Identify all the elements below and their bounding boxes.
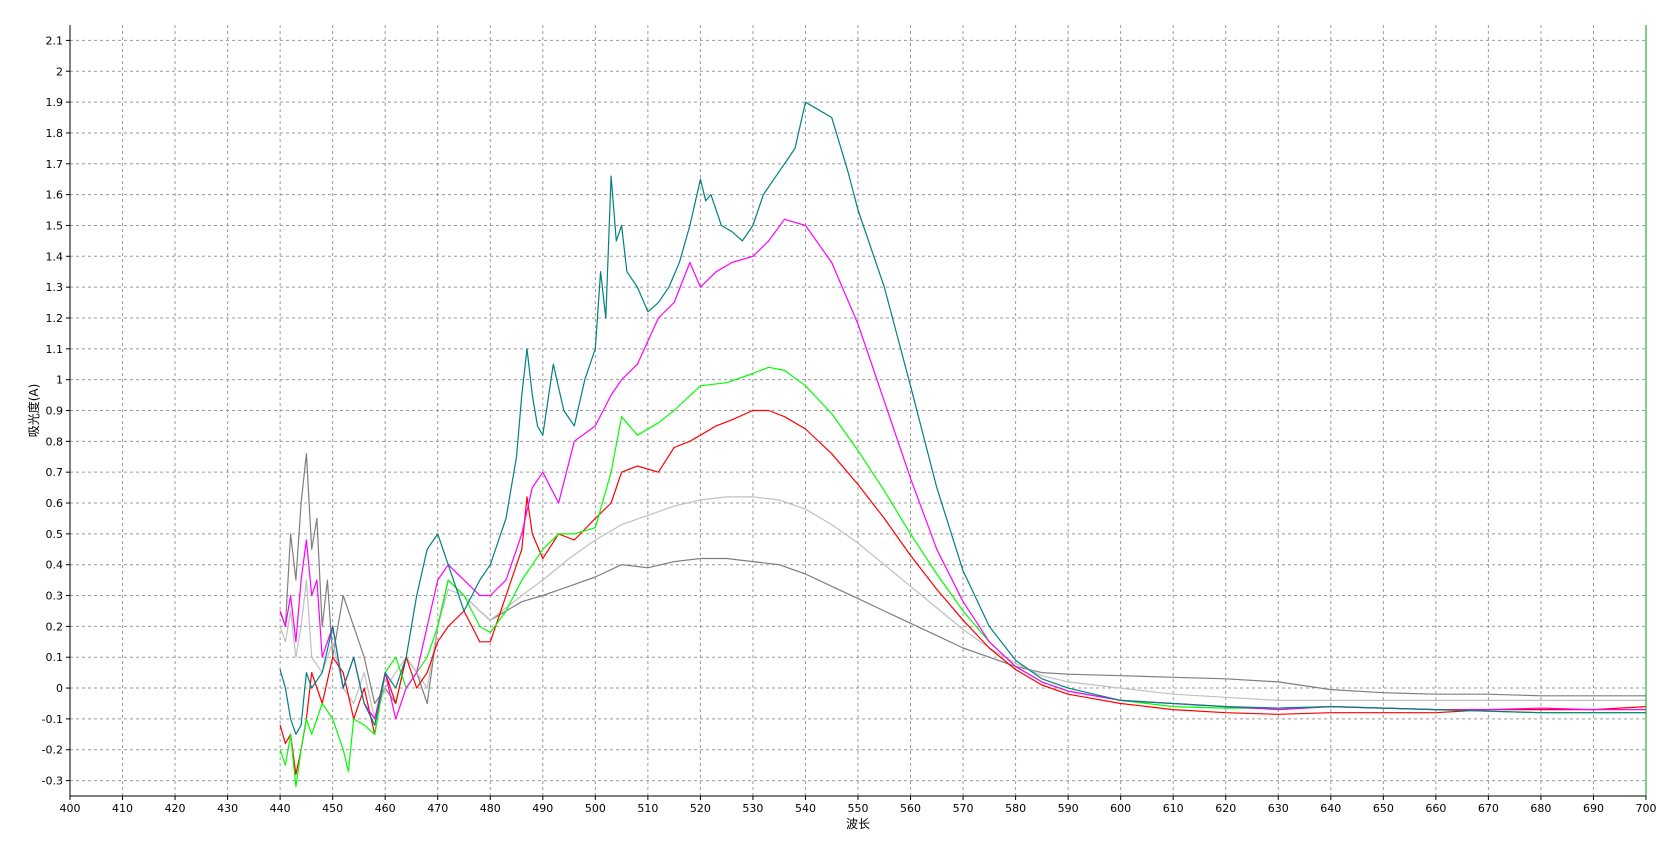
x-tick-label: 450 [322, 802, 343, 815]
x-tick-label: 570 [953, 802, 974, 815]
x-tick-label: 550 [848, 802, 869, 815]
x-tick-label: 430 [217, 802, 238, 815]
y-tick-label: 1.3 [46, 281, 64, 294]
x-tick-label: 410 [112, 802, 133, 815]
grid-lines [70, 25, 1646, 796]
y-tick-label: 0.9 [46, 405, 64, 418]
x-tick-label: 460 [375, 802, 396, 815]
x-tick-label: 580 [1005, 802, 1026, 815]
y-tick-label: 2 [56, 65, 63, 78]
x-tick-label: 540 [795, 802, 816, 815]
y-tick-label: 0.2 [46, 620, 64, 633]
x-tick-label: 440 [270, 802, 291, 815]
x-tick-label: 660 [1425, 802, 1446, 815]
y-tick-label: 0.4 [46, 559, 64, 572]
series-group [279, 101, 1647, 788]
y-tick-label: 0.6 [46, 497, 64, 510]
y-tick-label: 1.8 [46, 127, 64, 140]
y-axis-label: 吸光度(A) [26, 384, 41, 438]
y-tick-label: 0.8 [46, 435, 64, 448]
x-tick-label: 470 [427, 802, 448, 815]
x-tick-labels: 400 410 420 430 440 450 460 470 480 490 500 510 520 5… [60, 802, 1657, 815]
x-tick-label: 610 [1163, 802, 1184, 815]
x-tick-label: 620 [1215, 802, 1236, 815]
series-line-2 [279, 496, 1646, 720]
y-tick-label: 0.7 [46, 466, 64, 479]
y-tick-label: 1.9 [46, 96, 64, 109]
x-tick-label: 600 [1110, 802, 1131, 815]
x-tick-label: 500 [585, 802, 606, 815]
y-tick-label: 0.1 [46, 651, 64, 664]
y-tick-label: -0.2 [42, 744, 63, 757]
x-tick-label: 680 [1530, 802, 1551, 815]
x-axis-label: 波长 [846, 817, 870, 831]
x-tick-label: 560 [900, 802, 921, 815]
axes [66, 25, 1647, 800]
x-tick-label: 650 [1373, 802, 1394, 815]
y-tick-labels: -0.3 -0.2 -0.1 0 0.1 0.2 0.3 0.4 0.5 0.6 0.7 0.8 0.9… [42, 34, 63, 787]
y-tick-label: 0.5 [46, 528, 64, 541]
y-tick-label: 0 [56, 682, 63, 695]
y-tick-label: -0.1 [42, 713, 63, 726]
x-tick-label: 510 [637, 802, 658, 815]
y-tick-label: 1.2 [46, 312, 64, 325]
y-tick-label: 1.4 [46, 250, 64, 263]
y-tick-label: 1.7 [46, 158, 64, 171]
x-tick-label: 670 [1478, 802, 1499, 815]
x-tick-label: 590 [1058, 802, 1079, 815]
x-tick-label: 700 [1636, 802, 1657, 815]
x-tick-label: 530 [742, 802, 763, 815]
x-tick-label: 480 [480, 802, 501, 815]
x-tick-label: 630 [1268, 802, 1289, 815]
y-tick-label: 0.3 [46, 590, 64, 603]
x-tick-label: 490 [532, 802, 553, 815]
y-tick-label: 1.5 [46, 219, 64, 232]
x-tick-label: 690 [1583, 802, 1604, 815]
y-tick-label: -0.3 [42, 775, 63, 788]
y-tick-label: 1.6 [46, 189, 64, 202]
y-tick-label: 1 [56, 374, 63, 387]
x-tick-label: 520 [690, 802, 711, 815]
x-tick-label: 400 [60, 802, 81, 815]
x-tick-label: 420 [165, 802, 186, 815]
series-line-6 [279, 101, 1646, 735]
x-tick-label: 640 [1320, 802, 1341, 815]
y-tick-label: 1.1 [46, 343, 64, 356]
y-tick-label: 2.1 [46, 34, 64, 47]
